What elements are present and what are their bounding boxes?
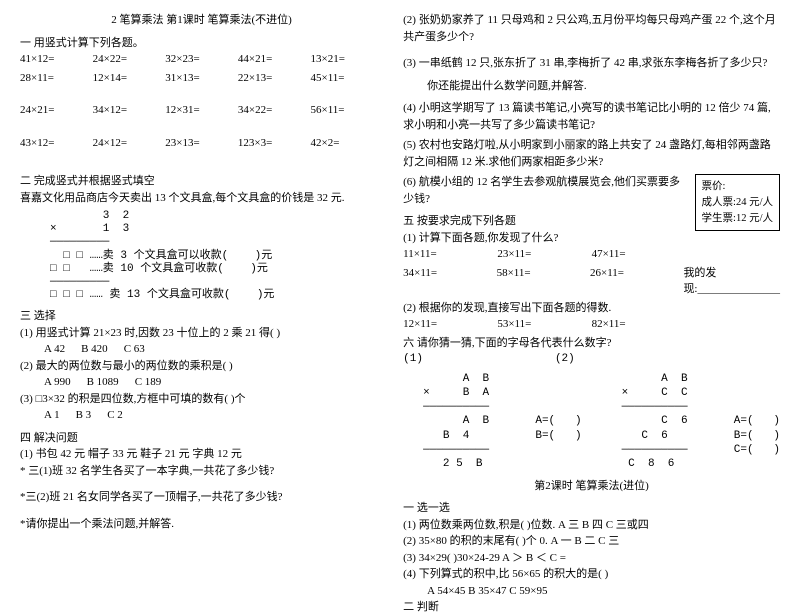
q2-1-4: (4) 下列算式的积中,比 56×65 的积大的是( )	[403, 566, 780, 583]
eq: 12×31=	[165, 102, 238, 119]
lesson-title: 2 笔算乘法 第1课时 笔算乘法(不进位)	[20, 12, 383, 29]
section-2-text: 喜嘉文化用品商店今天卖出 13 个文具盒,每个文具盒的价钱是 32 元.	[20, 190, 383, 207]
eq: 11×11=	[403, 246, 497, 263]
eq: 26×11=	[590, 265, 683, 298]
q3-1: (1) 用竖式计算 21×23 时,因数 23 十位上的 2 乘 21 得( )	[20, 325, 383, 342]
q2-1-4c: A 54×45 B 35×47 C 59×95	[403, 583, 780, 600]
eq: 32×23=	[165, 51, 238, 68]
eq	[686, 246, 780, 263]
eq: 12×11=	[403, 316, 497, 333]
eq-row: 11×11=23×11=47×11=	[403, 246, 780, 263]
choice: B 3	[76, 409, 92, 421]
eq: 123×3=	[238, 135, 311, 152]
q4-1c: *请你提出一个乘法问题,并解答.	[20, 516, 383, 533]
q4-1b: *三(2)班 21 名女同学各买了一顶帽子,一共花了多少钱?	[20, 489, 383, 506]
section-2: 二 完成竖式并根据竖式填空	[20, 173, 383, 190]
choice: B 420	[81, 343, 108, 355]
eq: 41×12=	[20, 51, 93, 68]
box-adult: 成人票:24 元/人	[702, 195, 773, 211]
q3-2-choices: A 990 B 1089 C 189	[20, 374, 383, 391]
q5-1: (1) 计算下面各题,你发现了什么?	[403, 230, 780, 247]
q4: (4) 小明这学期写了 13 篇读书笔记,小亮写的读书笔记比小明的 12 倍少 …	[403, 100, 780, 133]
eq: 24×22=	[93, 51, 166, 68]
grid-row: 24×21=34×12=12×31=34×22=56×11=	[20, 102, 383, 119]
eq: 23×11=	[497, 246, 591, 263]
box-title: 票价:	[702, 179, 773, 195]
finding: 我的发现:_______________	[683, 265, 780, 298]
q3-1-choices: A 42 B 420 C 63	[20, 341, 383, 358]
eq: 82×11=	[592, 316, 686, 333]
q2-1-3: (3) 34×29( )30×24-29 A ＞ B ＜ C =	[403, 550, 780, 567]
eq: 22×13=	[238, 70, 311, 87]
eq: 24×21=	[20, 102, 93, 119]
q3-2: (2) 最大的两位数与最小的两位数的乘积是( )	[20, 358, 383, 375]
eq: 45×11=	[311, 70, 384, 87]
section-6: 六 请你猜一猜,下面的字母各代表什么数字?	[403, 335, 780, 352]
lesson-2-title: 第2课时 笔算乘法(进位)	[403, 478, 780, 495]
q3-3: (3) □3×32 的积是四位数,方框中可填的数有( )个	[20, 391, 383, 408]
q2: (2) 张奶奶家养了 11 只母鸡和 2 只公鸡,五月份平均每只母鸡产蛋 22 …	[403, 12, 780, 45]
q6-wrap: 票价: 成人票:24 元/人 学生票:12 元/人 (6) 航模小组的 12 名…	[403, 174, 780, 246]
section-3: 三 选择	[20, 308, 383, 325]
grid-row: 41×12=24×22=32×23=44×21=13×21=	[20, 51, 383, 68]
puzzle-wrap: A B × B A —————————— A B A=( ) B 4 B=( )…	[423, 372, 780, 472]
q3b: 你还能提出什么数学问题,并解答.	[403, 78, 780, 95]
eq: 13×21=	[311, 51, 384, 68]
eq: 28×11=	[20, 70, 93, 87]
eq: 47×11=	[592, 246, 686, 263]
eq: 34×11=	[403, 265, 496, 298]
eq: 34×22=	[238, 102, 311, 119]
right-column: (2) 张奶奶家养了 11 只母鸡和 2 只公鸡,五月份平均每只母鸡产蛋 22 …	[403, 12, 780, 553]
section-2-1: 一 选一选	[403, 500, 780, 517]
section-1: 一 用竖式计算下列各题。	[20, 35, 383, 52]
eq: 12×14=	[93, 70, 166, 87]
choice: C 63	[124, 343, 145, 355]
eq: 44×21=	[238, 51, 311, 68]
q5-2: (2) 根据你的发现,直接写出下面各题的得数.	[403, 300, 780, 317]
q3-3-choices: A 1 B 3 C 2	[20, 407, 383, 424]
choice: B 1089	[87, 376, 119, 388]
q3: (3) 一串纸鹤 12 只,张东折了 31 串,李梅折了 42 串,求张东李梅各…	[403, 55, 780, 72]
choice: C 189	[135, 376, 162, 388]
grid-row: 43×12=24×12=23×13=123×3=42×2=	[20, 135, 383, 152]
choice: A 42	[44, 343, 65, 355]
left-column: 2 笔算乘法 第1课时 笔算乘法(不进位) 一 用竖式计算下列各题。 41×12…	[20, 12, 383, 553]
eq: 53×11=	[497, 316, 591, 333]
choice: A 1	[44, 409, 60, 421]
eq: 23×13=	[165, 135, 238, 152]
q4-1: (1) 书包 42 元 帽子 33 元 鞋子 21 元 字典 12 元	[20, 446, 383, 463]
eq-row: 34×11=58×11=26×11=我的发现:_______________	[403, 265, 780, 298]
eq: 31×13=	[165, 70, 238, 87]
box-student: 学生票:12 元/人	[702, 211, 773, 227]
puzzle-left: A B × B A —————————— A B A=( ) B 4 B=( )…	[423, 372, 581, 472]
q5: (5) 农村也安路灯啦,从小明家到小丽家的路上共安了 24 盏路灯,每相邻两盏路…	[403, 137, 780, 170]
choice: A 990	[44, 376, 71, 388]
eq: 42×2=	[311, 135, 384, 152]
puzzle-right: A B × C C —————————— C 6 A=( ) C 6 B=( )…	[622, 372, 780, 472]
q4-1a: * 三(1)班 32 名学生各买了一本字典,一共花了多少钱?	[20, 463, 383, 480]
eq: 43×12=	[20, 135, 93, 152]
q2-1-1: (1) 两位数乘两位数,积是( )位数. A 三 B 四 C 三或四	[403, 517, 780, 534]
section-4: 四 解决问题	[20, 430, 383, 447]
price-box: 票价: 成人票:24 元/人 学生票:12 元/人	[695, 174, 780, 231]
eq: 34×12=	[93, 102, 166, 119]
eq-row: 12×11=53×11=82×11=	[403, 316, 780, 333]
section-2-2: 二 判断	[403, 599, 780, 616]
eq: 56×11=	[311, 102, 384, 119]
q2-1-2: (2) 35×80 的积的末尾有( )个 0. A 一 B 二 C 三	[403, 533, 780, 550]
choice: C 2	[107, 409, 123, 421]
eq: 58×11=	[497, 265, 590, 298]
grid-row: 28×11=12×14=31×13=22×13=45×11=	[20, 70, 383, 87]
puzzle-head: (1) (2)	[403, 351, 780, 368]
eq: 24×12=	[93, 135, 166, 152]
vertical-calc: 3 2 × 1 3 ————————— □ □ ……卖 3 个文具盒可以收款( …	[50, 210, 383, 302]
